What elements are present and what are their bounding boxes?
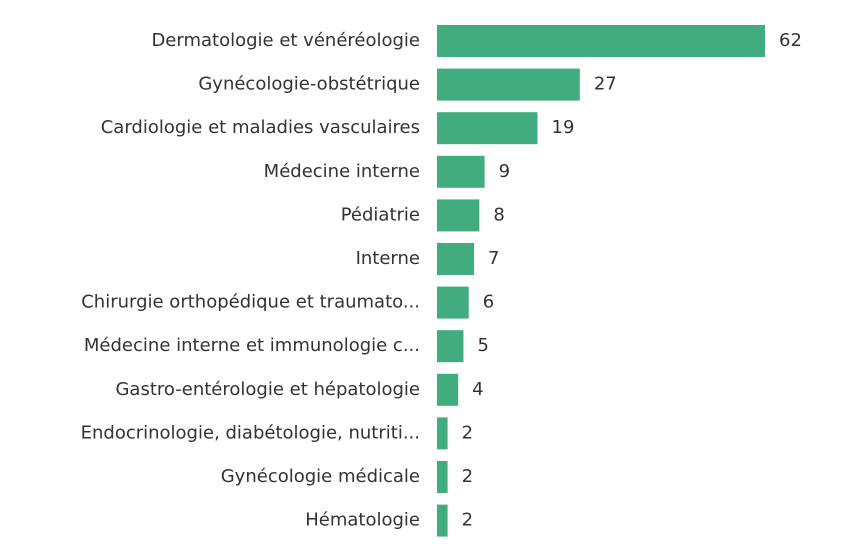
value-label: 9 xyxy=(499,161,510,182)
category-label: Médecine interne xyxy=(264,161,420,182)
category-label: Dermatologie et vénéréologie xyxy=(151,30,420,51)
value-label: 6 xyxy=(483,292,494,313)
value-label: 62 xyxy=(779,30,802,51)
bar xyxy=(437,461,448,493)
category-label: Endocrinologie, diabétologie, nutriti... xyxy=(81,422,420,443)
bar xyxy=(437,373,459,406)
bar xyxy=(437,112,538,145)
bar xyxy=(437,286,469,319)
category-label: Médecine interne et immunologie c... xyxy=(84,335,420,356)
category-label: Hématologie xyxy=(305,510,420,531)
bar xyxy=(437,417,448,450)
bar xyxy=(437,243,475,275)
value-label: 2 xyxy=(462,510,473,531)
value-label: 4 xyxy=(472,379,483,400)
category-label: Cardiologie et maladies vasculaires xyxy=(101,117,420,138)
bar xyxy=(437,199,480,232)
category-label: Gastro-entérologie et hépatologie xyxy=(115,379,420,400)
value-label: 5 xyxy=(477,335,488,356)
value-label: 8 xyxy=(493,204,504,225)
value-label: 2 xyxy=(462,466,473,487)
value-label: 27 xyxy=(594,74,617,95)
category-label: Chirurgie orthopédique et traumato... xyxy=(81,292,420,313)
bar xyxy=(437,68,580,101)
bar xyxy=(437,330,464,363)
bar xyxy=(437,25,765,57)
bar xyxy=(437,504,448,537)
value-label: 19 xyxy=(552,117,575,138)
category-label: Gynécologie-obstétrique xyxy=(198,74,420,95)
bar xyxy=(437,155,485,188)
category-label: Pédiatrie xyxy=(341,204,420,225)
value-label: 2 xyxy=(462,422,473,443)
category-label: Gynécologie médicale xyxy=(221,466,420,487)
value-label: 7 xyxy=(488,248,499,269)
category-label: Interne xyxy=(356,248,420,269)
